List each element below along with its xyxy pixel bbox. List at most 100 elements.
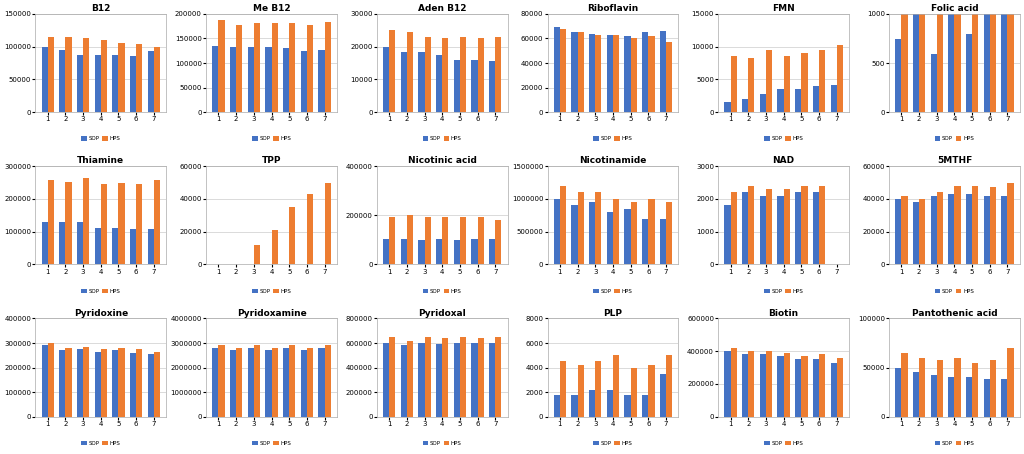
- Bar: [625, 36, 631, 112]
- Bar: [212, 46, 218, 112]
- Bar: [1001, 196, 1008, 264]
- Bar: [589, 390, 595, 417]
- Bar: [307, 348, 313, 417]
- Bar: [937, 192, 943, 264]
- Legend: SOP, HPS: SOP, HPS: [250, 286, 293, 296]
- Bar: [265, 350, 271, 417]
- Title: PLP: PLP: [603, 309, 623, 318]
- Bar: [119, 183, 125, 264]
- Bar: [966, 377, 972, 417]
- Bar: [642, 395, 648, 417]
- Bar: [931, 196, 937, 264]
- Bar: [119, 348, 125, 417]
- Bar: [419, 343, 425, 417]
- Bar: [984, 0, 990, 112]
- Bar: [265, 47, 271, 112]
- Bar: [783, 56, 790, 112]
- Bar: [454, 343, 460, 417]
- Bar: [819, 50, 825, 112]
- Bar: [496, 337, 502, 417]
- Bar: [419, 52, 425, 112]
- Bar: [254, 345, 260, 417]
- Legend: SOP, HPS: SOP, HPS: [421, 286, 464, 296]
- Bar: [937, 0, 943, 112]
- Bar: [560, 186, 566, 264]
- Bar: [237, 25, 243, 112]
- Bar: [966, 194, 972, 264]
- Bar: [919, 358, 926, 417]
- Bar: [642, 32, 648, 112]
- Bar: [400, 239, 407, 264]
- Bar: [400, 52, 407, 112]
- Bar: [477, 39, 483, 112]
- Bar: [613, 35, 620, 112]
- Bar: [289, 207, 295, 264]
- Bar: [254, 245, 260, 264]
- Bar: [136, 44, 142, 112]
- Title: Nicotinamide: Nicotinamide: [580, 157, 646, 165]
- Bar: [460, 337, 466, 417]
- Bar: [477, 217, 483, 264]
- Bar: [1001, 380, 1008, 417]
- Bar: [666, 355, 672, 417]
- Bar: [613, 199, 620, 264]
- Bar: [631, 39, 637, 112]
- Bar: [742, 192, 749, 264]
- Bar: [271, 23, 278, 112]
- Bar: [442, 338, 449, 417]
- Bar: [813, 360, 819, 417]
- Bar: [383, 343, 389, 417]
- Bar: [749, 186, 755, 264]
- Bar: [325, 22, 331, 112]
- Bar: [589, 202, 595, 264]
- Bar: [837, 45, 843, 112]
- Bar: [283, 48, 289, 112]
- Bar: [130, 56, 136, 112]
- Bar: [1008, 183, 1014, 264]
- Title: 5MTHF: 5MTHF: [937, 157, 972, 165]
- Bar: [271, 348, 278, 417]
- Bar: [560, 29, 566, 112]
- Bar: [830, 84, 837, 112]
- Bar: [42, 222, 48, 264]
- Bar: [895, 368, 901, 417]
- Bar: [289, 23, 295, 112]
- Bar: [607, 212, 613, 264]
- Bar: [760, 196, 766, 264]
- Legend: SOP, HPS: SOP, HPS: [421, 134, 464, 143]
- Bar: [948, 377, 954, 417]
- Bar: [460, 217, 466, 264]
- Bar: [147, 51, 154, 112]
- Bar: [425, 37, 431, 112]
- Bar: [289, 345, 295, 417]
- Bar: [100, 349, 106, 417]
- Bar: [783, 189, 790, 264]
- Bar: [425, 337, 431, 417]
- Bar: [496, 37, 502, 112]
- Bar: [454, 60, 460, 112]
- Bar: [471, 239, 477, 264]
- Bar: [83, 347, 89, 417]
- Bar: [442, 39, 449, 112]
- Bar: [389, 337, 395, 417]
- Bar: [130, 229, 136, 264]
- Bar: [100, 183, 106, 264]
- Title: B12: B12: [91, 4, 111, 13]
- Bar: [554, 395, 560, 417]
- Bar: [318, 348, 325, 417]
- Bar: [766, 189, 772, 264]
- Bar: [436, 55, 442, 112]
- Bar: [42, 345, 48, 417]
- Bar: [218, 345, 224, 417]
- Bar: [218, 20, 224, 112]
- Bar: [954, 9, 961, 112]
- Bar: [760, 355, 766, 417]
- Bar: [325, 345, 331, 417]
- Bar: [301, 350, 307, 417]
- Bar: [147, 229, 154, 264]
- Bar: [730, 56, 737, 112]
- Bar: [425, 217, 431, 264]
- Bar: [984, 196, 990, 264]
- Bar: [1001, 8, 1008, 112]
- Bar: [730, 348, 737, 417]
